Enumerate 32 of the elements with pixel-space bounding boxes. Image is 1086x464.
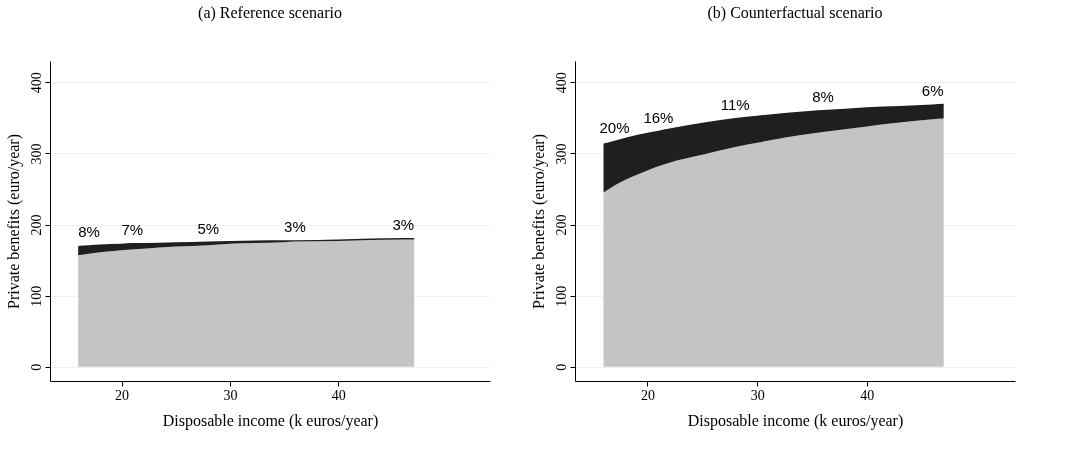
y-tick-label: 200: [553, 214, 569, 236]
y-tick-label: 300: [553, 143, 569, 165]
annotation: 20%: [599, 118, 630, 136]
y-axis-title: Private benefits (euro/year): [529, 133, 548, 310]
x-tick-label: 20: [640, 387, 655, 403]
chart-title: (b) Counterfactual scenario: [707, 4, 883, 22]
y-tick-label: 400: [553, 72, 569, 94]
x-tick-label: 30: [223, 387, 238, 403]
annotation: 3%: [284, 218, 306, 236]
annotation: 7%: [121, 221, 144, 239]
annotation: 6%: [921, 82, 944, 100]
y-tick-label: 200: [28, 214, 44, 236]
annotation: 11%: [720, 95, 750, 113]
annotation: 5%: [197, 219, 220, 237]
y-axis-title: Private benefits (euro/year): [4, 133, 23, 310]
x-tick-label: 40: [860, 387, 875, 403]
annotation: 8%: [812, 88, 834, 106]
x-tick-label: 20: [115, 387, 130, 403]
x-axis-title: Disposable income (k euros/year): [687, 411, 904, 430]
chart-title: (a) Reference scenario: [198, 4, 342, 22]
y-tick-label: 0: [553, 363, 569, 371]
x-tick-label: 30: [750, 387, 765, 403]
y-tick-label: 300: [28, 143, 44, 165]
annotation: 8%: [78, 223, 100, 241]
x-tick-label: 40: [331, 387, 346, 403]
x-axis-title: Disposable income (k euros/year): [162, 411, 379, 430]
y-tick-label: 100: [553, 285, 569, 307]
annotation: 16%: [643, 108, 674, 126]
annotation: 3%: [392, 216, 415, 234]
y-tick-label: 400: [28, 72, 44, 94]
y-tick-label: 0: [28, 363, 44, 371]
y-tick-label: 100: [28, 285, 44, 307]
